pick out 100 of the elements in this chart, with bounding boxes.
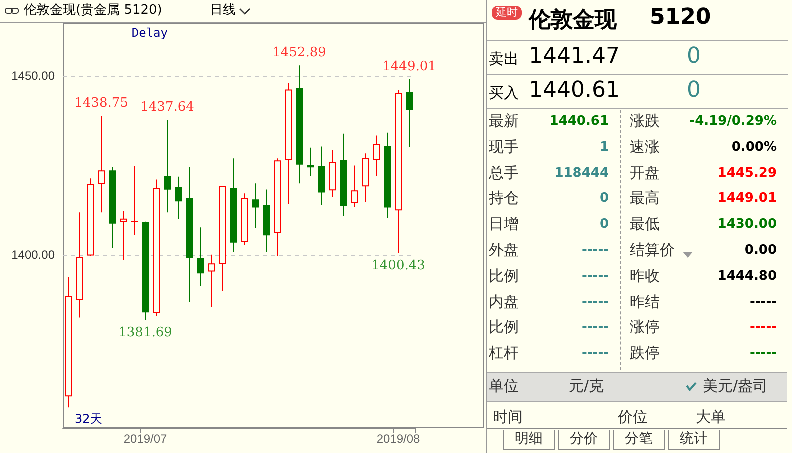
text: 0 [600,191,609,206]
candlestick [219,186,226,292]
candlestick [120,211,127,261]
candlestick [362,153,369,203]
text: 1449.01 [718,191,777,206]
text: -4.19/0.29% [690,114,777,129]
text: 涨停 [630,318,660,338]
text: 比例 [489,266,519,286]
text: 跌停 [630,344,660,364]
candlestick [230,158,237,253]
text: 元/克 [569,377,604,396]
text: ----- [582,346,609,362]
y-tick-label: 1450.00 [12,68,56,83]
text: 0.00% [732,140,777,155]
text: 分价 [558,430,610,450]
text: 开盘 [630,164,660,183]
text: 0.00 [744,243,777,258]
text: 明细 [503,430,555,450]
candlestick [329,150,336,198]
chart-title: 伦敦金现(贵金属 5120) [24,2,162,20]
text: 1444.80 [718,268,777,284]
candlestick [87,178,94,257]
text: 总手 [489,164,519,183]
text: 0 [600,217,609,232]
text: 5120 [650,5,712,30]
candlestick [131,166,138,236]
candlestick [109,167,116,249]
text: 比例 [489,318,519,338]
candlestick [285,82,292,205]
annotation: 1452.89 [272,46,326,61]
text: 1441.47 [529,44,620,69]
text: 涨跌 [630,112,660,131]
text: 买入 [489,84,519,103]
candlestick [153,179,160,317]
text: ----- [582,294,609,310]
text: ----- [750,294,777,310]
candlestick [252,183,259,229]
candlestick [76,212,83,318]
x-tick-label: 2019/07 [124,432,168,446]
annotation: 1400.43 [372,258,426,274]
text: 卖出 [489,50,519,69]
annotation: 1438.75 [74,96,128,112]
candlestick [406,78,413,148]
text: 现手 [489,138,519,157]
text: 杠杆 [489,344,519,364]
text: 最高 [630,189,660,208]
candlestick [384,132,391,219]
chart-subtitle: 日线 [210,2,236,20]
candlestick [274,158,281,257]
annotation: 1449.01 [382,59,436,74]
candlestick [164,120,171,214]
candlestick [65,276,72,408]
text: 时间 [493,408,523,427]
text: ----- [582,243,609,258]
text: ----- [582,320,609,336]
text: 外盘 [489,241,519,260]
text: 内盘 [489,292,519,312]
text: 统计 [668,430,720,450]
annotation: Delay [132,26,168,40]
annotation: 1437.64 [140,100,194,116]
candlestick [197,227,204,286]
text: 1 [600,140,609,155]
text: 延时 [492,6,522,20]
candlestick [351,165,358,208]
candlestick [318,146,325,206]
text: 昨结 [630,292,660,312]
text: 0 [687,44,701,69]
text: 伦敦金现 [529,7,617,35]
candlestick [340,133,347,218]
text: ----- [582,268,609,284]
text: 分笔 [613,430,665,450]
text: ----- [750,346,777,362]
text: 大单 [696,408,726,427]
candlestick [263,189,270,253]
candlestick [241,193,248,246]
text: 持仓 [489,189,519,208]
annotation: 1381.69 [118,325,172,340]
text: 昨收 [630,266,660,286]
text: 价位 [618,408,648,427]
x-tick-label: 2019/08 [376,432,421,446]
text: 日增 [489,215,519,234]
text: 1440.61 [529,78,620,103]
text: 0 [687,78,701,103]
text: 最新 [489,112,519,131]
candlestick [208,254,215,308]
text: 1440.61 [550,114,609,129]
text: 速涨 [630,138,660,157]
text: 最低 [630,215,660,234]
candlestick [307,147,314,177]
candlestick [186,167,193,303]
candlestick [395,90,402,254]
text: 单位 [489,377,519,396]
text: 1445.29 [718,166,777,181]
text: 118444 [554,166,609,181]
text: 结算价 [630,241,675,260]
candlestick [98,116,105,214]
text: ----- [750,320,777,336]
candlestick [142,221,149,321]
annotation: 32天 [75,412,102,426]
candlestick [175,176,182,220]
